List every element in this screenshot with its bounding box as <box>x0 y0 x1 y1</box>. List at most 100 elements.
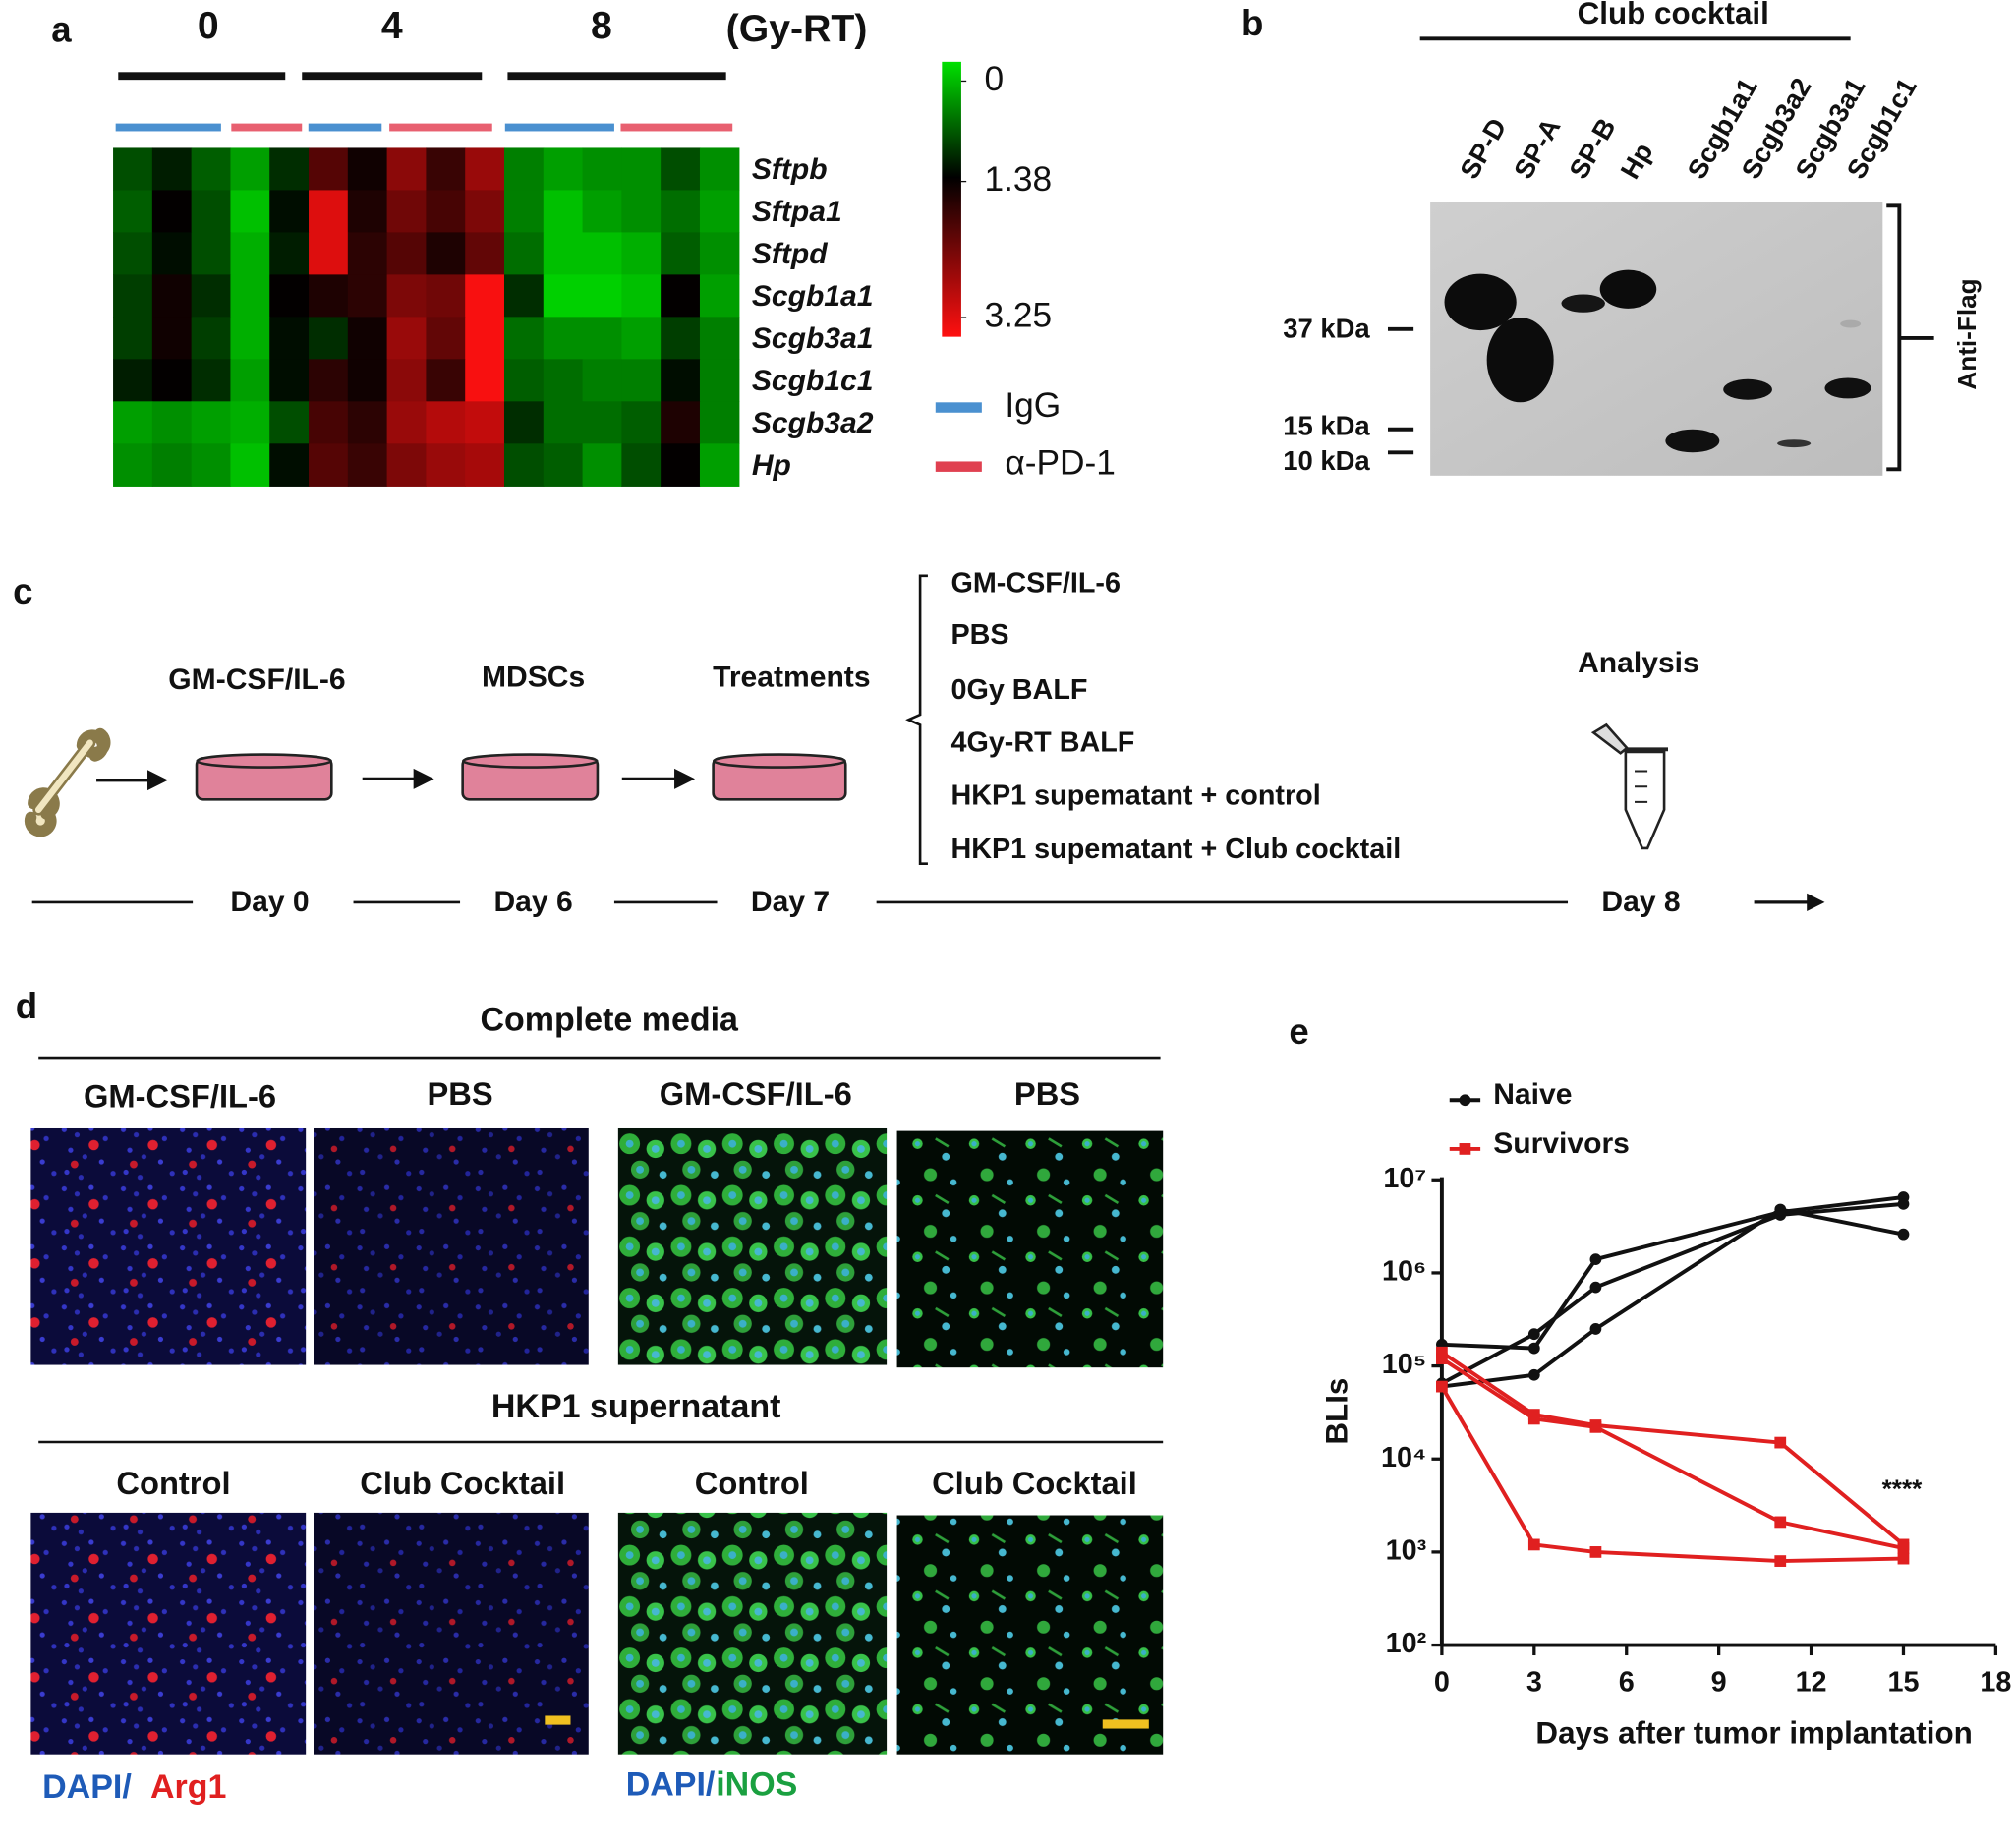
heatmap-cell <box>113 190 153 234</box>
band <box>1599 269 1657 309</box>
colorbar <box>942 61 961 337</box>
heatmap-cell <box>347 443 388 487</box>
data-point <box>1589 1420 1602 1433</box>
stain-label: DAPI/ <box>626 1765 716 1803</box>
panel-letter: a <box>51 9 72 49</box>
x-tick-label: 3 <box>1526 1666 1542 1698</box>
stain-label: DAPI/ <box>42 1768 132 1806</box>
heatmap-cell <box>503 232 545 276</box>
heatmap-cell <box>230 401 270 444</box>
heatmap-cell <box>269 443 310 487</box>
micrograph <box>30 1512 307 1755</box>
heatmap-cell <box>347 274 388 318</box>
x-tick-label: 12 <box>1796 1666 1827 1698</box>
heatmap-cell <box>191 147 232 192</box>
blot-title: Club cocktail <box>1578 0 1769 30</box>
data-point <box>1436 1346 1448 1358</box>
band <box>1824 377 1871 399</box>
lane-label: Hp <box>1614 138 1658 184</box>
heatmap-cell <box>426 317 466 361</box>
heatmap-cell <box>661 443 701 487</box>
legend-label: Survivors <box>1493 1127 1630 1160</box>
dose-label: 0 <box>198 4 219 47</box>
heatmap-cell <box>426 401 466 444</box>
heatmap-cell <box>347 317 388 361</box>
stain-label: iNOS <box>716 1765 797 1803</box>
x-tick-label: 9 <box>1711 1666 1727 1698</box>
annotation: **** <box>1882 1474 1924 1504</box>
timeline-arrow <box>1807 893 1825 912</box>
dose-label: 8 <box>591 4 612 47</box>
treatment: PBS <box>950 619 1008 651</box>
data-point <box>1527 1538 1540 1551</box>
heatmap-cell <box>465 190 505 234</box>
band <box>1561 294 1605 313</box>
lane-label: SP-B <box>1563 113 1622 184</box>
data-point <box>1589 1281 1602 1294</box>
dose-bar <box>118 72 286 81</box>
heatmap-cell <box>309 401 349 444</box>
heatmap-cell <box>503 359 545 402</box>
colorbar-label: 1.38 <box>984 160 1052 199</box>
group-title: Complete media <box>480 1001 739 1038</box>
heatmap-cell <box>309 443 349 487</box>
micrograph <box>30 1127 307 1365</box>
heatmap-cell <box>543 401 584 444</box>
colorbar-label: 3.25 <box>984 296 1052 334</box>
heatmap-cell <box>309 232 349 276</box>
heatmap-cell <box>151 443 193 487</box>
heatmap-cell <box>699 274 740 318</box>
data-point <box>1897 1197 1910 1210</box>
series-line <box>1441 1207 1904 1389</box>
bone-icon <box>24 727 111 837</box>
image-label: PBS <box>427 1075 492 1112</box>
panel-letter: d <box>16 986 37 1026</box>
heatmap-cell <box>230 443 270 487</box>
heatmap-cell <box>661 401 701 444</box>
heatmap-cell <box>269 232 310 276</box>
scale-bar <box>545 1715 571 1725</box>
heatmap-cell <box>113 147 153 192</box>
heatmap-cell <box>269 359 310 402</box>
heatmap-cell <box>113 443 153 487</box>
data-point <box>1436 1353 1448 1364</box>
heatmap-cell <box>191 443 232 487</box>
panel-d: d Complete media GM-CSF/IL-6 PBS GM-CSF/… <box>16 986 1164 1806</box>
heatmap-cell <box>661 190 701 234</box>
panel-c: c GM-CSF/IL-6 MDSCs Treatments Analysis … <box>13 568 1825 918</box>
y-axis-label: BLIs <box>1320 1378 1354 1445</box>
mw-marker: 37 kDa <box>1283 313 1370 343</box>
stain-label: Arg1 <box>150 1768 226 1806</box>
heatmap-cell <box>582 401 623 444</box>
heatmap-cell <box>191 190 232 234</box>
heatmap-cell <box>661 317 701 361</box>
y-tick-label: 10⁶ <box>1382 1256 1426 1288</box>
group-strip <box>504 123 614 132</box>
data-point <box>1774 1436 1787 1449</box>
x-tick-label: 0 <box>1434 1666 1450 1698</box>
colorbar-ticks: 0 1.38 3.25 <box>960 60 1052 334</box>
heatmap-cell <box>582 147 623 192</box>
lane-label: SP-D <box>1454 113 1513 184</box>
heatmap-cell <box>386 274 428 318</box>
heatmap-cell <box>503 317 545 361</box>
heatmap-cell <box>191 274 232 318</box>
heatmap-cell <box>543 317 584 361</box>
data-point <box>1897 1552 1910 1565</box>
step-label: Analysis <box>1578 647 1699 679</box>
heatmap: Sftpb Sftpa1 Sftpd Scgb1a1 Scgb3a1 Scgb1c1 Scg… <box>113 147 874 487</box>
data-point <box>1897 1542 1910 1554</box>
heatmap-cell <box>699 232 740 276</box>
legend-label: IgG <box>1005 386 1061 425</box>
bracket <box>1886 203 1934 472</box>
day-label: Day 8 <box>1601 886 1680 918</box>
heatmap-cell <box>230 317 270 361</box>
heatmap-cell <box>347 401 388 444</box>
legend-label: Naive <box>1493 1078 1572 1111</box>
group-strip <box>231 123 303 132</box>
treatment: 4Gy-RT BALF <box>950 727 1134 759</box>
heatmap-cell <box>543 359 584 402</box>
day-label: Day 7 <box>751 886 830 918</box>
heatmap-cell <box>309 274 349 318</box>
